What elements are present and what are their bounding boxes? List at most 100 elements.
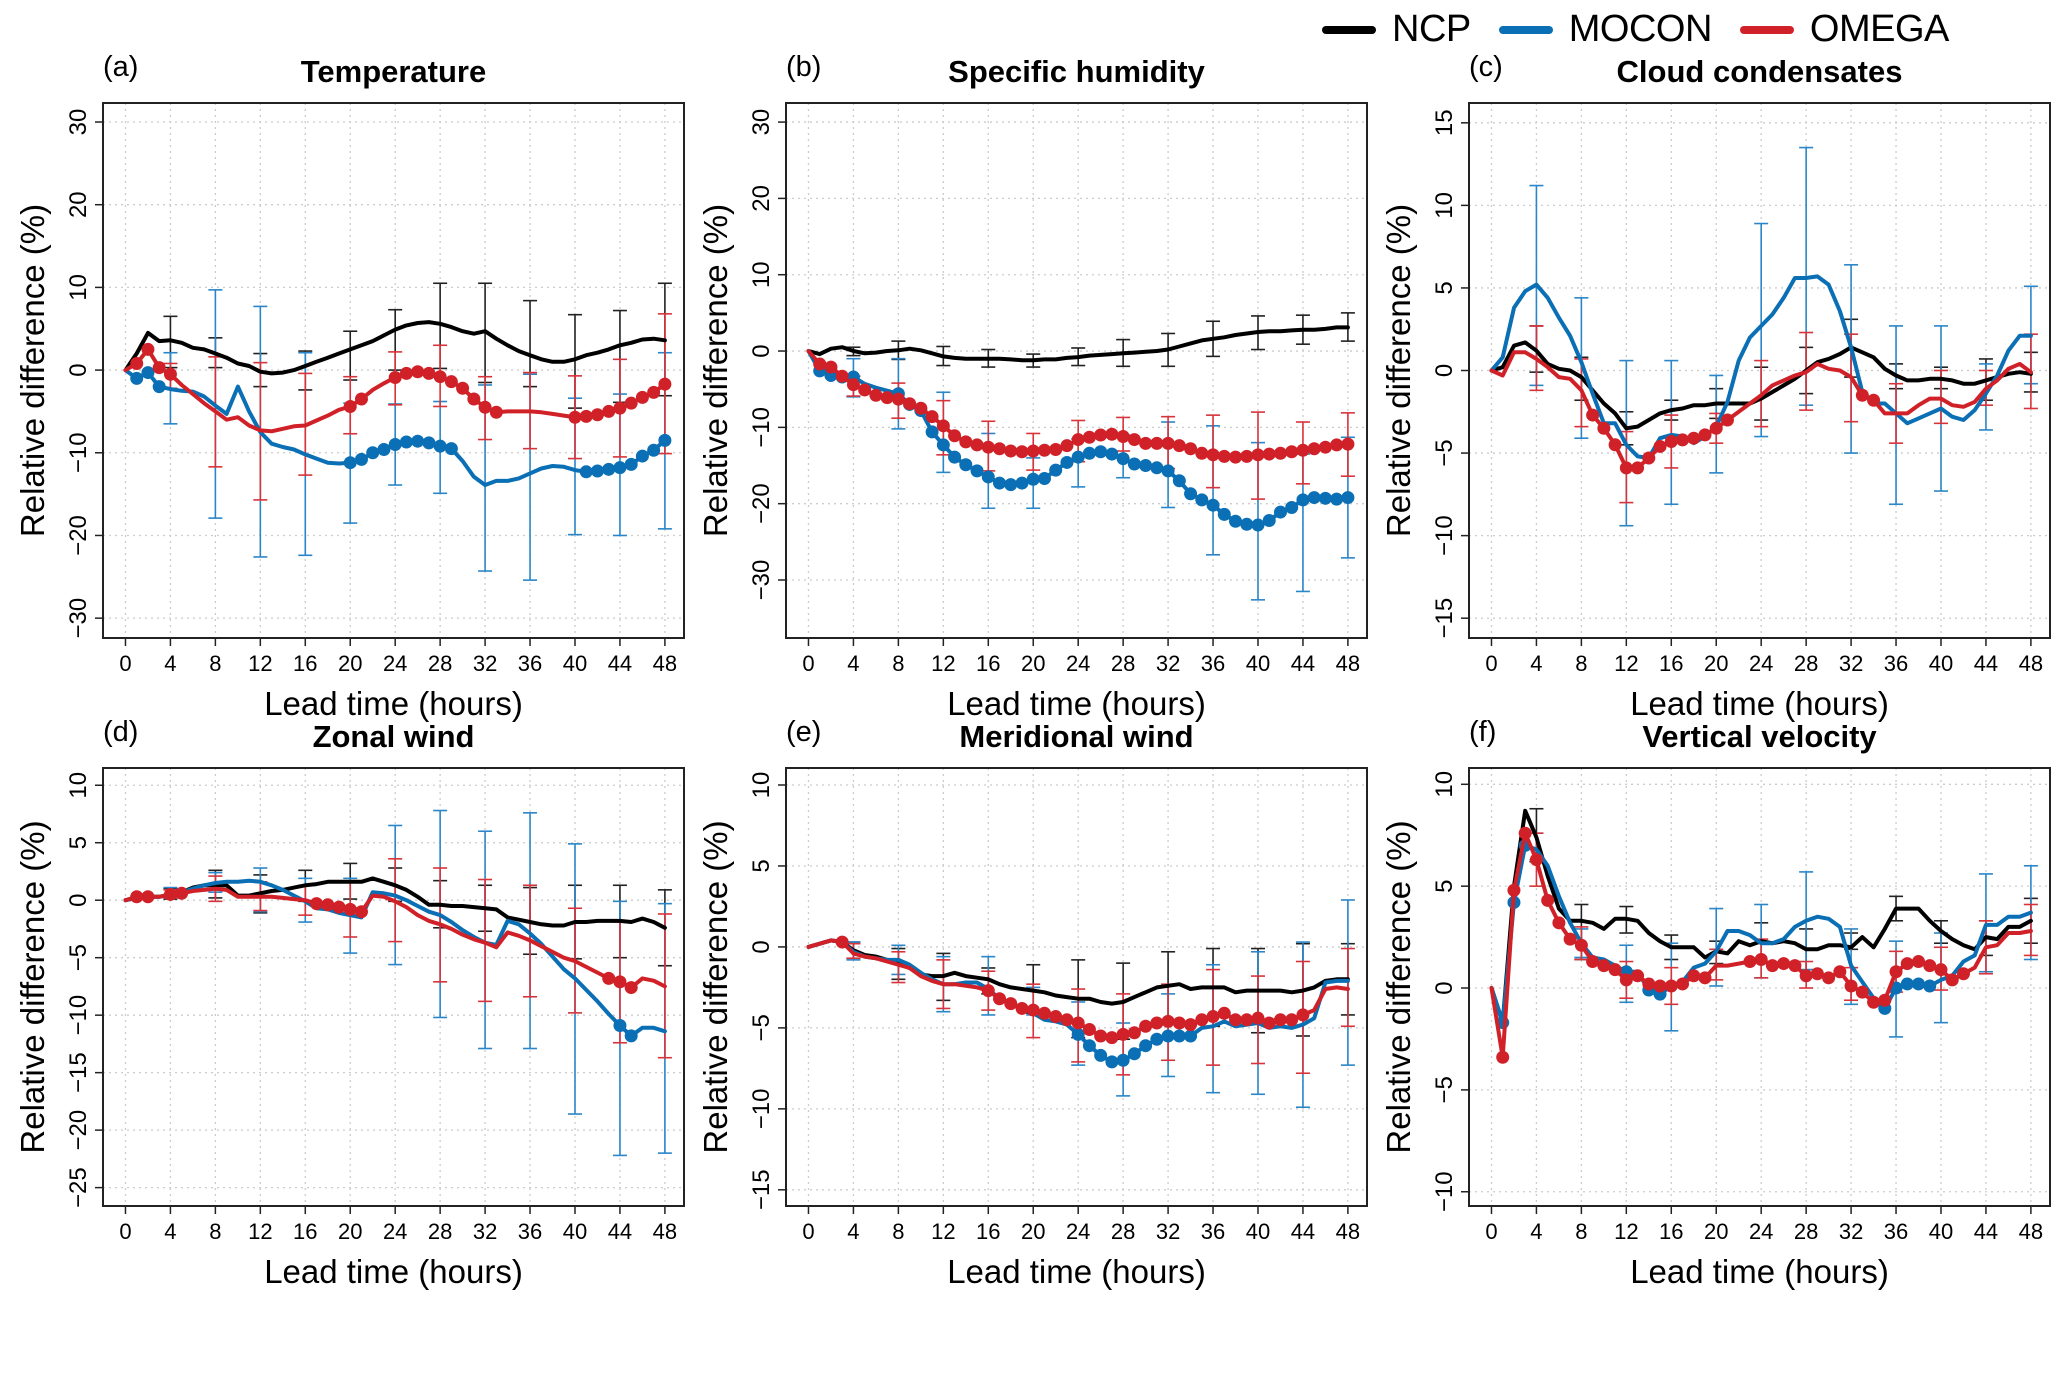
marker-mocon [602, 462, 616, 476]
marker-mocon [970, 464, 984, 478]
y-axis-label: Relative difference (%) [697, 204, 734, 537]
y-tick-label: −5 [1431, 1076, 1458, 1103]
x-tick-label: 12 [1614, 651, 1638, 676]
x-axis-label: Lead time (hours) [1630, 1253, 1889, 1290]
line-ncp [123, 876, 667, 930]
y-tick-label: 0 [748, 940, 775, 953]
marker-mocon [1161, 1029, 1175, 1043]
x-tick-label: 20 [1704, 651, 1728, 676]
marker-omega [891, 392, 905, 406]
marker-omega [1206, 448, 1220, 462]
marker-omega [1687, 969, 1701, 983]
x-tick-label: 20 [1021, 1219, 1045, 1244]
marker-omega [456, 381, 470, 395]
panel-zonal-wind: 0 4 8 12 16 20 24 28 32 36 40 44 48−25−20−15−10−5051… [14, 716, 685, 1290]
marker-omega [1709, 421, 1723, 435]
marker-omega [824, 360, 838, 374]
plot-frame [102, 767, 685, 1207]
marker-omega [1262, 447, 1276, 461]
marker-omega [579, 409, 593, 423]
marker-omega [1060, 439, 1074, 453]
marker-mocon [993, 476, 1007, 490]
marker-omega [1608, 438, 1622, 452]
marker-omega [970, 438, 984, 452]
x-tick-label: 40 [563, 651, 587, 676]
marker-mocon [1150, 1032, 1164, 1046]
marker-mocon [1923, 979, 1937, 993]
marker-omega [993, 442, 1007, 456]
x-tick-label: 4 [847, 651, 859, 676]
marker-omega [1956, 967, 1970, 981]
marker-mocon [1139, 1039, 1153, 1053]
marker-omega [1631, 969, 1645, 983]
x-tick-label: 0 [802, 651, 814, 676]
marker-omega [1240, 1013, 1254, 1027]
series-line-omega [123, 886, 667, 995]
x-tick-label: 0 [1485, 651, 1497, 676]
marker-omega [880, 391, 894, 405]
panel-title: Temperature [301, 54, 487, 89]
marker-omega [993, 992, 1007, 1006]
x-tick-label: 36 [518, 651, 542, 676]
marker-omega [1867, 393, 1881, 407]
y-axis-label: Relative difference (%) [1380, 204, 1417, 537]
marker-omega [1217, 1006, 1231, 1020]
x-tick-label: 32 [1156, 1219, 1180, 1244]
legend-swatch-mocon [1498, 25, 1553, 34]
panel-label: (c) [1469, 51, 1503, 83]
series-ncp [846, 312, 1355, 368]
marker-omega [433, 370, 447, 384]
y-tick-label: −5 [748, 1014, 775, 1041]
panel-title: Vertical velocity [1642, 719, 1877, 754]
x-tick-label: 32 [1839, 651, 1863, 676]
legend: NCP MOCON OMEGA [1322, 8, 1977, 51]
y-axis-label: Relative difference (%) [14, 820, 51, 1153]
x-tick-label: 48 [1336, 1219, 1360, 1244]
marker-omega [399, 366, 413, 380]
x-tick-label: 32 [1156, 651, 1180, 676]
marker-mocon [1082, 446, 1096, 460]
x-tick-label: 8 [1575, 651, 1587, 676]
marker-mocon [366, 446, 380, 460]
x-tick-label: 28 [428, 651, 452, 676]
marker-mocon [1094, 445, 1108, 459]
panel-temperature: 0 4 8 12 16 20 24 28 32 36 40 44 48−30−20−100102030L… [14, 51, 685, 722]
x-tick-label: 4 [164, 1219, 176, 1244]
series-line-omega [806, 935, 1350, 1045]
marker-omega [959, 435, 973, 449]
marker-mocon [1071, 450, 1085, 464]
x-tick-label: 28 [1794, 651, 1818, 676]
marker-omega [354, 392, 368, 406]
y-tick-label: 20 [748, 185, 775, 212]
x-tick-label: 12 [931, 651, 955, 676]
marker-omega [981, 984, 995, 998]
marker-omega [914, 401, 928, 415]
marker-mocon [1900, 977, 1914, 991]
marker-omega [1172, 439, 1186, 453]
marker-omega [1529, 853, 1543, 867]
marker-omega [1139, 436, 1153, 450]
panel-title: Zonal wind [313, 719, 475, 754]
marker-omega [141, 342, 155, 356]
x-tick-label: 0 [802, 1219, 814, 1244]
marker-omega [624, 396, 638, 410]
y-tick-label: −10 [65, 432, 92, 473]
x-tick-label: 16 [1659, 651, 1683, 676]
marker-mocon [981, 470, 995, 484]
marker-mocon [1071, 1027, 1085, 1041]
marker-omega [1049, 1010, 1063, 1024]
marker-omega [1698, 971, 1712, 985]
x-tick-label: 40 [563, 1219, 587, 1244]
marker-mocon [1094, 1048, 1108, 1062]
plot-frame [785, 767, 1368, 1207]
series-line-mocon [806, 938, 1350, 1069]
marker-mocon [399, 435, 413, 449]
marker-mocon [579, 465, 593, 479]
marker-omega [647, 385, 661, 399]
panel-specific-humidity: 0 4 8 12 16 20 24 28 32 36 40 44 48−30−20−100102030L… [697, 51, 1368, 722]
x-tick-label: 12 [248, 1219, 272, 1244]
series-mocon [163, 809, 672, 1157]
marker-omega [624, 981, 638, 995]
panel-title: Meridional wind [959, 719, 1193, 754]
